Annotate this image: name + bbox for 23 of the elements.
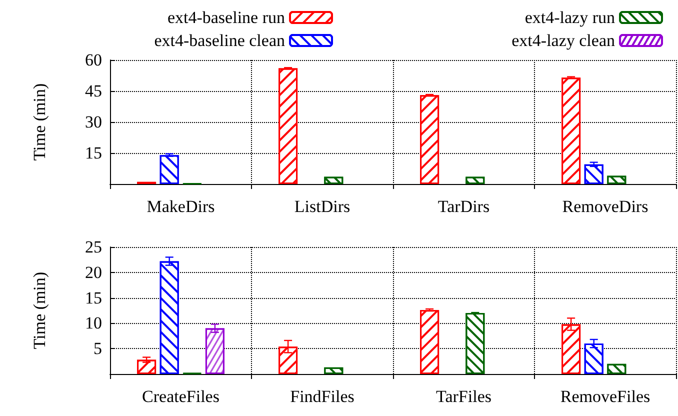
x-tick-label: TarFiles bbox=[436, 387, 492, 406]
x-tick-label: CreateFiles bbox=[142, 387, 220, 406]
y-tick-label: 10 bbox=[85, 314, 102, 333]
x-tick-label: ListDirs bbox=[294, 197, 350, 216]
legend-label: ext4-baseline run bbox=[167, 8, 286, 27]
legend-label: ext4-lazy clean bbox=[512, 31, 616, 50]
y-tick-label: 30 bbox=[85, 112, 102, 132]
y-tick-label: 5 bbox=[94, 339, 102, 358]
x-tick-label: RemoveFiles bbox=[560, 387, 650, 406]
y-tick-label: 15 bbox=[85, 288, 102, 308]
y-axis-title: Time (min) bbox=[30, 83, 49, 161]
y-tick-label: 25 bbox=[85, 238, 102, 256]
x-tick-label: FindFiles bbox=[290, 387, 354, 406]
x-tick-label: MakeDirs bbox=[146, 197, 215, 216]
x-tick-label: TarDirs bbox=[438, 197, 490, 216]
legend-label: ext4-baseline clean bbox=[154, 31, 286, 50]
y-tick-label: 45 bbox=[85, 82, 102, 100]
y-tick-label: 60 bbox=[85, 50, 102, 70]
legend-label: ext4-lazy run bbox=[524, 8, 616, 27]
y-axis-title: Time (min) bbox=[30, 272, 49, 350]
y-tick-label: 20 bbox=[85, 262, 102, 282]
x-tick-label: RemoveDirs bbox=[562, 197, 648, 216]
y-tick-label: 15 bbox=[85, 144, 102, 162]
